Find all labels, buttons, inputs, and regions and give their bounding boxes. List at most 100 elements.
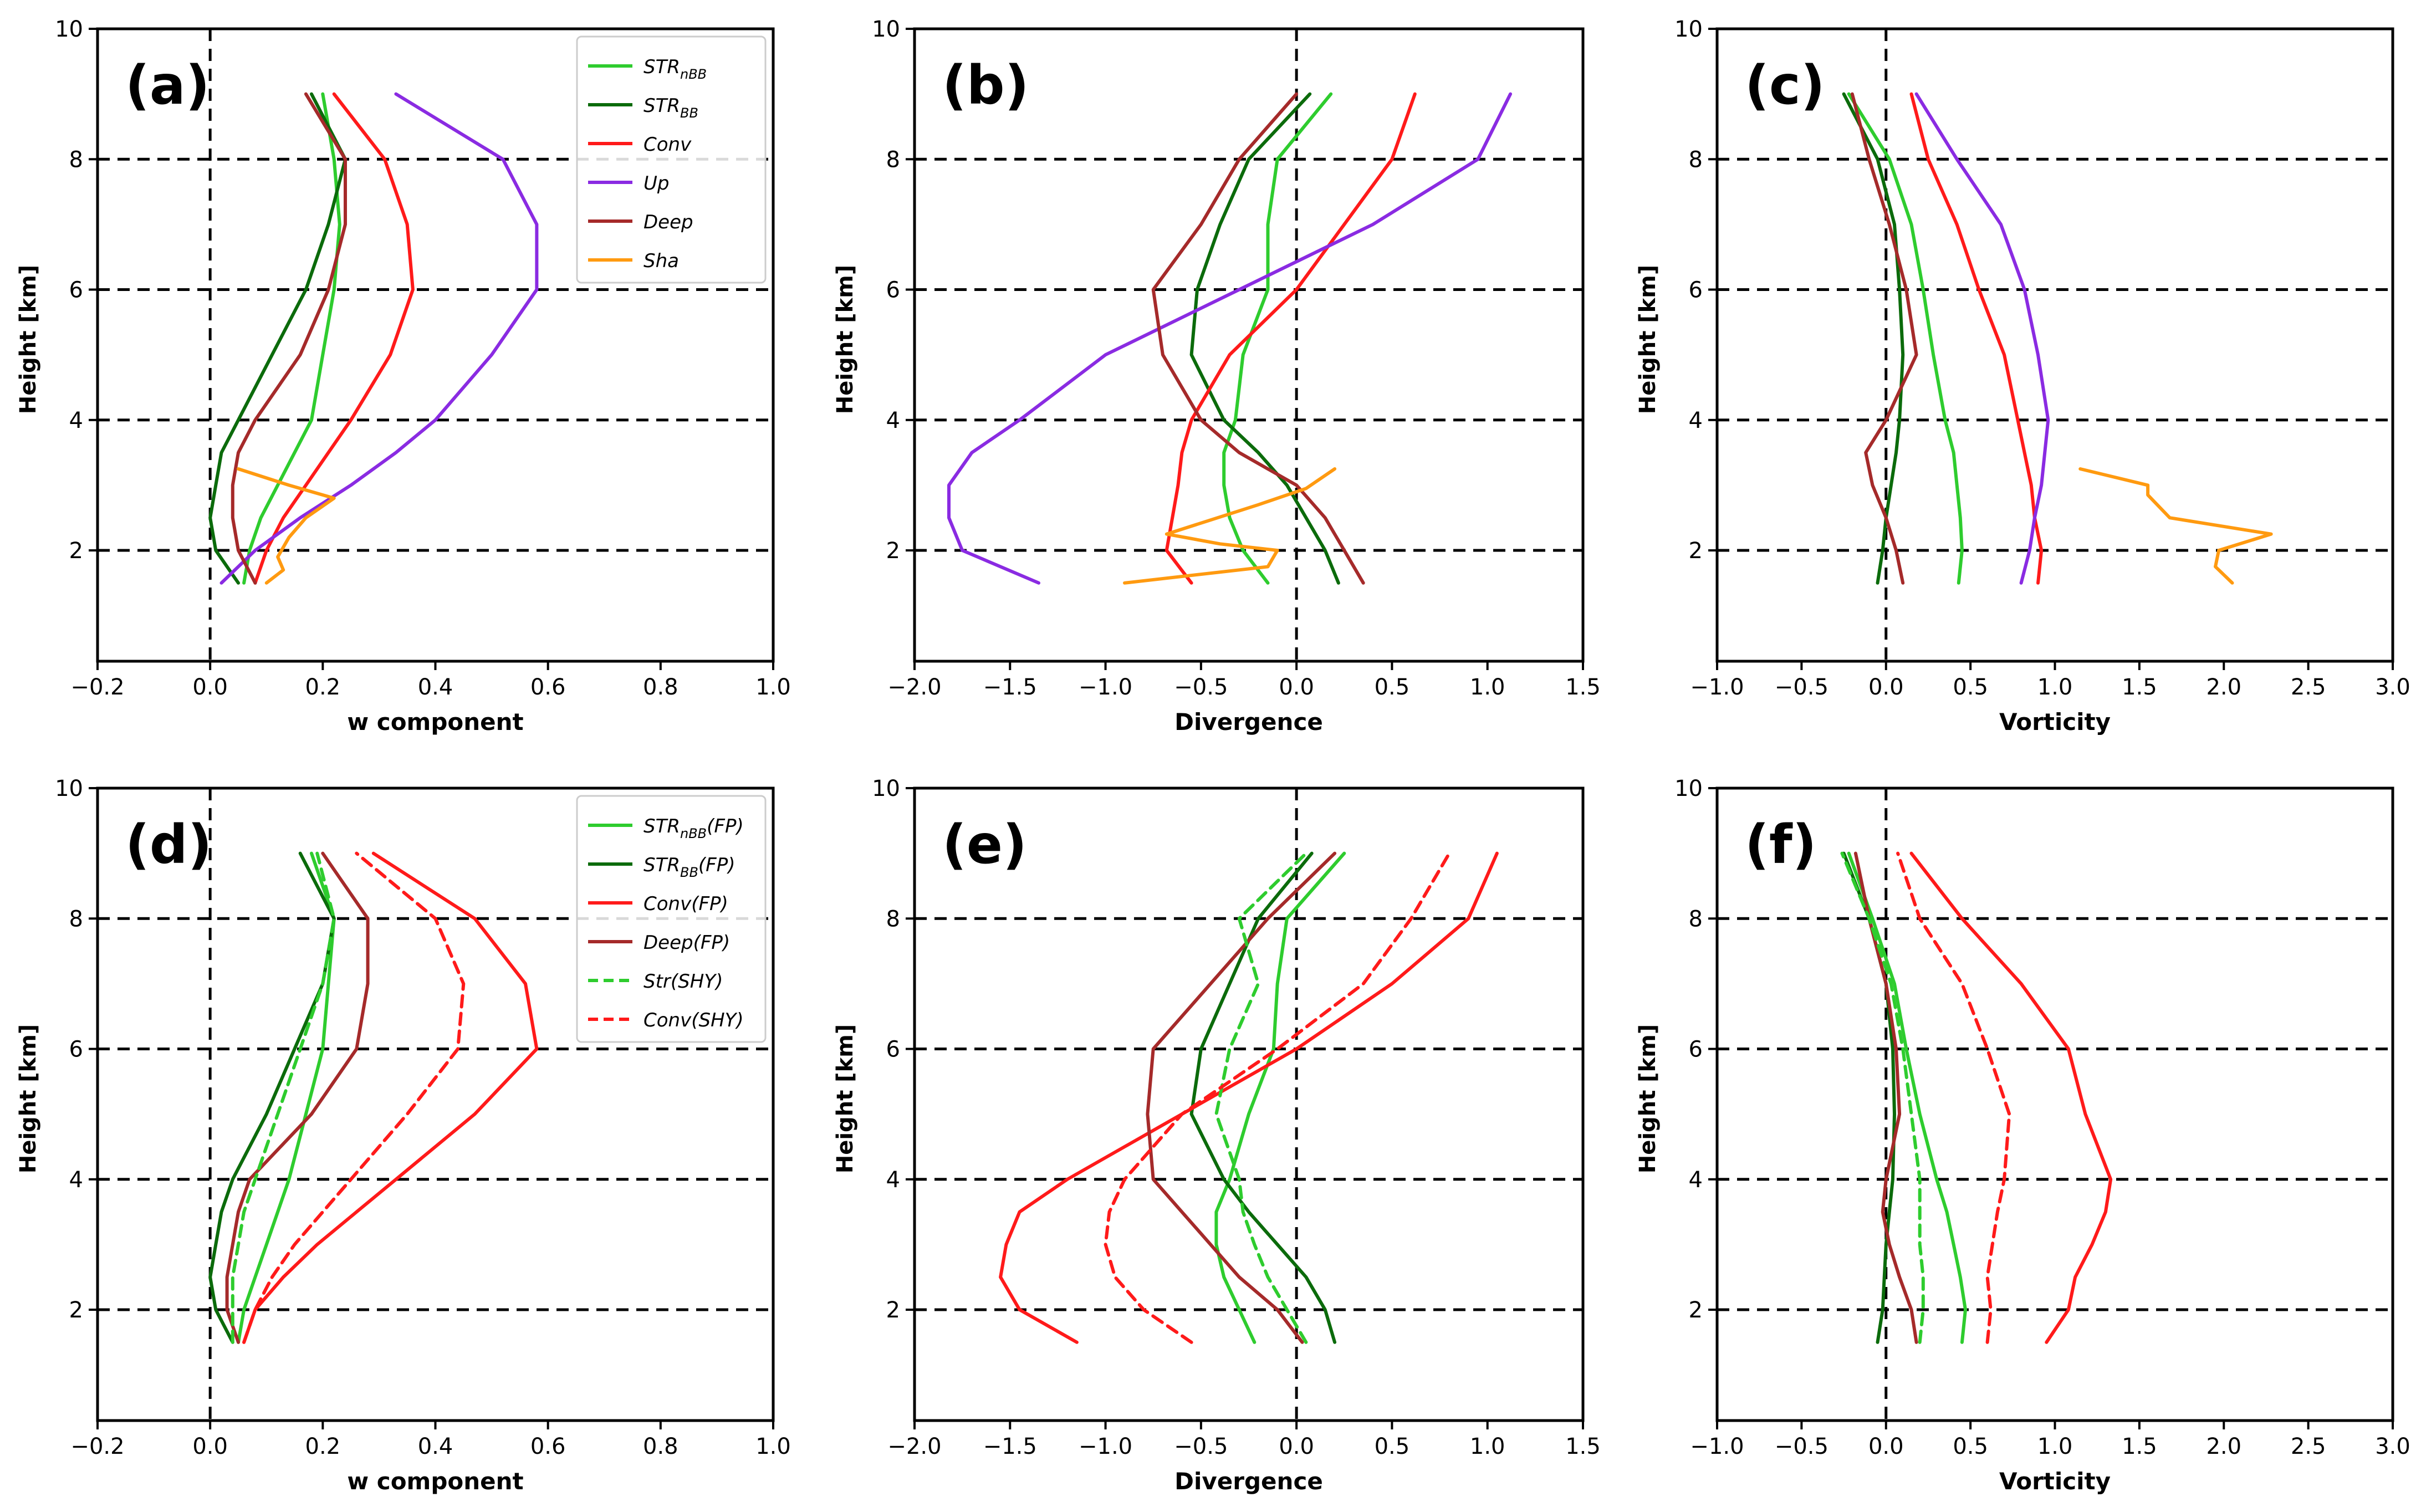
- x-tick-label: 3.0: [2375, 1434, 2410, 1459]
- panel-b: −2.0 −1.5 −1.0 −0.5 0.0 0.5 1.0 1.5 2 4 6 8 10 Diverg…: [832, 17, 1601, 735]
- x-tick-label: −2.0: [887, 675, 941, 700]
- y-tick-label: 6: [1689, 1037, 1703, 1063]
- series-line-deep: [231, 92, 347, 585]
- panel-f: −1.0 −0.5 0.0 0.5 1.0 1.5 2.0 2.5 3.0 2 4 6 8 10 Vorti…: [1635, 776, 2410, 1495]
- x-tick-label: −1.5: [983, 1434, 1037, 1459]
- x-tick-label: 1.0: [2037, 1434, 2073, 1459]
- x-tick-label: 2.5: [2291, 1434, 2326, 1459]
- y-tick-label: 8: [69, 147, 83, 172]
- plot-frame: [913, 786, 1585, 1422]
- x-tick-label: 0.4: [418, 1434, 453, 1459]
- x-tick-label: 0.5: [1953, 675, 1988, 700]
- y-tick-label: 8: [1689, 906, 1703, 932]
- series-line-deep: [1850, 92, 1918, 585]
- x-axis-label: w component: [347, 1468, 523, 1495]
- series-line-sha: [2078, 467, 2273, 585]
- y-tick-label: 4: [69, 408, 83, 433]
- x-tick-label: 0.0: [1868, 675, 1904, 700]
- legend-label: STRBB(FP): [643, 854, 736, 880]
- x-tick-label: 0.6: [530, 675, 566, 700]
- series-line-convshy: [242, 851, 466, 1344]
- series-line-convfp: [242, 851, 539, 1344]
- series-line-strnbbfp: [237, 851, 336, 1344]
- x-tick-label: −1.0: [1690, 675, 1744, 700]
- x-tick-label: −0.2: [70, 675, 124, 700]
- x-tick-label: 0.0: [192, 675, 228, 700]
- series-line-up: [219, 92, 539, 585]
- y-tick-label: 8: [69, 906, 83, 932]
- x-tick-label: 0.0: [1868, 1434, 1904, 1459]
- y-tick-label: 6: [69, 1037, 83, 1063]
- series-line-sha: [237, 467, 336, 585]
- legend-label: Str(SHY): [643, 970, 723, 993]
- series-line-strnbb: [1222, 92, 1333, 585]
- legend-label: Deep(FP): [643, 932, 730, 954]
- series-line-up: [1914, 92, 2050, 585]
- x-axis-label: Vorticity: [1999, 1468, 2111, 1495]
- series-group: [947, 92, 1513, 585]
- x-tick-label: 0.6: [530, 1434, 566, 1459]
- y-tick-label: 10: [55, 776, 83, 801]
- y-tick-label: 4: [886, 408, 900, 433]
- x-tick-label: 1.5: [2122, 1434, 2157, 1459]
- legend-label: Conv(SHY): [643, 1009, 744, 1031]
- x-tick-label: −0.5: [1775, 675, 1829, 700]
- legend-label: STRnBB(FP): [643, 815, 744, 841]
- x-tick-label: 1.0: [755, 1434, 791, 1459]
- x-tick-label: 0.5: [1375, 675, 1410, 700]
- legend-label: Conv: [643, 134, 692, 156]
- y-tick-label: 10: [1674, 17, 1703, 42]
- x-tick-label: 0.8: [643, 675, 678, 700]
- series-line-strbbfp: [1189, 851, 1337, 1344]
- legend-label: Deep: [643, 211, 693, 233]
- legend-label: Conv(FP): [643, 893, 728, 915]
- y-tick-label: 6: [886, 278, 900, 303]
- y-tick-label: 4: [69, 1167, 83, 1193]
- x-tick-label: 0.2: [305, 675, 341, 700]
- series-line-strnbb: [242, 92, 341, 585]
- y-axis-label: Height [km]: [16, 265, 41, 414]
- panel-label: (d): [125, 814, 212, 876]
- y-tick-label: 8: [886, 147, 900, 172]
- x-tick-label: −0.5: [1174, 675, 1228, 700]
- x-tick-label: 1.0: [2037, 675, 2073, 700]
- y-tick-label: 2: [1689, 538, 1703, 564]
- legend-label: Up: [643, 172, 669, 195]
- x-tick-label: 0.2: [305, 1434, 341, 1459]
- y-tick-label: 8: [886, 906, 900, 932]
- series-line-deepfp: [225, 851, 370, 1344]
- legend-label: STRnBB: [643, 56, 707, 82]
- series-line-deep: [1151, 92, 1365, 585]
- panel-a: −0.2 0.0 0.2 0.4 0.6 0.8 1.0 2 4 6 8 10 w component H…: [16, 17, 791, 735]
- x-axis-label: Vorticity: [1999, 708, 2111, 735]
- series-line-sha: [1123, 467, 1337, 585]
- series-group: [1840, 851, 2113, 1344]
- y-tick-label: 4: [886, 1167, 900, 1193]
- series-line-convfp: [999, 851, 1499, 1344]
- x-tick-label: 0.0: [1279, 1434, 1314, 1459]
- x-tick-label: 1.0: [1470, 1434, 1505, 1459]
- x-tick-label: 1.5: [2122, 675, 2157, 700]
- panel-label: (a): [125, 54, 210, 116]
- series-line-strbb: [208, 92, 347, 585]
- y-tick-label: 2: [69, 538, 83, 564]
- plot-frame: [1715, 786, 2394, 1422]
- x-tick-label: 3.0: [2375, 675, 2410, 700]
- series-line-strshy: [1840, 851, 1925, 1344]
- legend: STRnBB(FP) STRBB(FP) Conv(FP) Deep(FP) Str(S…: [576, 795, 767, 1043]
- y-tick-label: 6: [69, 278, 83, 303]
- series-line-up: [947, 92, 1513, 585]
- panel-label: (f): [1745, 814, 1817, 876]
- x-tick-label: 1.0: [1470, 675, 1505, 700]
- panel-label: (c): [1745, 54, 1825, 116]
- x-tick-label: 1.0: [755, 675, 791, 700]
- y-tick-label: 2: [1689, 1298, 1703, 1323]
- y-axis-label: Height [km]: [1635, 1024, 1661, 1173]
- y-tick-label: 4: [1689, 408, 1703, 433]
- x-tick-label: 2.5: [2291, 675, 2326, 700]
- series-line-convshy: [1104, 851, 1451, 1344]
- y-axis-label: Height [km]: [16, 1024, 41, 1173]
- x-axis-label: Divergence: [1174, 1468, 1323, 1495]
- x-tick-label: −0.5: [1174, 1434, 1228, 1459]
